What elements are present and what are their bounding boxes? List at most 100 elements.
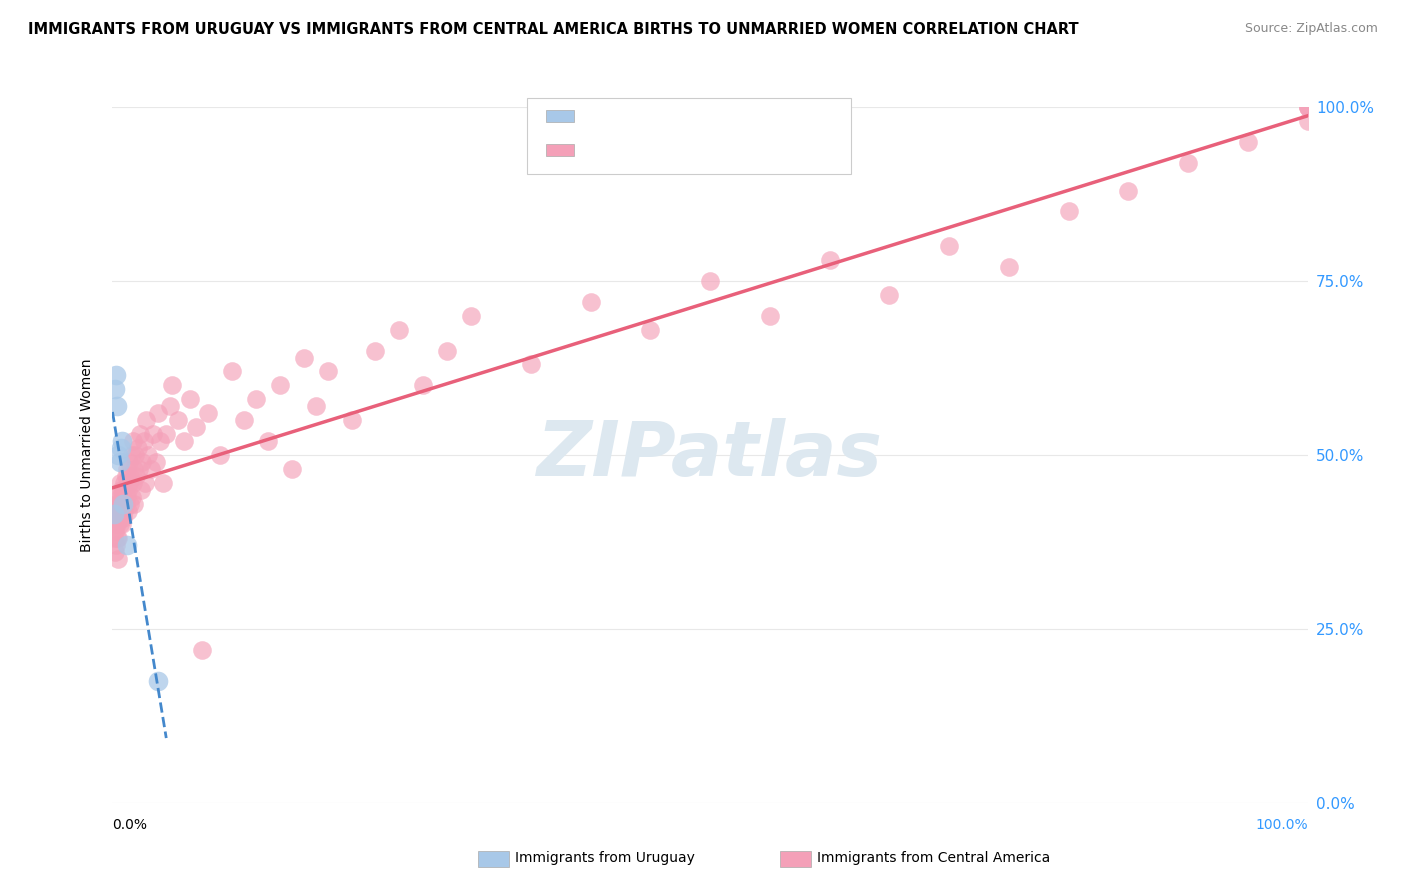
Point: [111, 490, 134, 504]
Point: [118, 475, 141, 490]
Point: [132, 434, 155, 448]
Point: [105, 503, 128, 517]
Point: [112, 483, 135, 497]
Point: [107, 552, 129, 566]
Point: [104, 382, 127, 396]
Point: [115, 462, 138, 476]
Point: [117, 503, 139, 517]
Text: N =: N =: [672, 141, 709, 159]
Point: [121, 448, 143, 462]
Point: [1296, 100, 1319, 114]
Point: [221, 364, 243, 378]
Point: [120, 497, 142, 511]
Point: [107, 448, 129, 462]
Point: [105, 517, 128, 532]
Point: [120, 468, 142, 483]
Point: [108, 517, 131, 532]
Point: [152, 475, 174, 490]
Point: [1237, 135, 1260, 149]
Point: [159, 399, 181, 413]
Point: [107, 497, 129, 511]
Text: 100.0%: 100.0%: [1256, 818, 1308, 832]
Point: [105, 497, 128, 511]
Point: [108, 455, 131, 469]
Point: [127, 441, 149, 455]
Point: [579, 294, 602, 309]
Text: R =: R =: [581, 107, 617, 125]
Point: [110, 510, 132, 524]
Text: N =: N =: [672, 107, 709, 125]
Point: [1296, 100, 1319, 114]
Point: [105, 532, 128, 546]
Point: [111, 517, 134, 532]
Point: [115, 538, 138, 552]
Point: [304, 399, 326, 413]
Point: [105, 399, 128, 413]
Point: [131, 455, 153, 469]
Point: [1296, 100, 1319, 114]
Point: [110, 441, 132, 455]
Point: [197, 406, 219, 420]
Point: [388, 323, 411, 337]
Text: Immigrants from Uruguay: Immigrants from Uruguay: [515, 851, 695, 865]
Point: [186, 420, 208, 434]
Point: [167, 413, 190, 427]
Point: [114, 503, 135, 517]
Point: [118, 455, 141, 469]
Point: [108, 490, 131, 504]
Point: [139, 462, 162, 476]
Point: [105, 490, 128, 504]
Point: [111, 503, 134, 517]
Text: 108: 108: [706, 141, 741, 159]
Point: [520, 358, 543, 372]
Point: [145, 455, 167, 469]
Point: [124, 448, 146, 462]
Point: [105, 510, 128, 524]
Point: [412, 378, 434, 392]
Point: [112, 510, 135, 524]
Point: [257, 434, 280, 448]
Point: [108, 475, 131, 490]
Point: [110, 497, 132, 511]
Point: [208, 448, 231, 462]
Point: [759, 309, 782, 323]
Point: [103, 510, 125, 524]
Point: [232, 413, 256, 427]
Point: [138, 448, 160, 462]
Point: [998, 260, 1021, 274]
Text: Source: ZipAtlas.com: Source: ZipAtlas.com: [1244, 22, 1378, 36]
Point: [638, 323, 662, 337]
Point: [155, 427, 177, 442]
Point: [129, 483, 152, 497]
Point: [173, 434, 195, 448]
Point: [121, 475, 143, 490]
Text: IMMIGRANTS FROM URUGUAY VS IMMIGRANTS FROM CENTRAL AMERICA BIRTHS TO UNMARRIED W: IMMIGRANTS FROM URUGUAY VS IMMIGRANTS FR…: [28, 22, 1078, 37]
Point: [1116, 184, 1139, 198]
Point: [112, 497, 135, 511]
Y-axis label: Births to Unmarried Women: Births to Unmarried Women: [80, 359, 94, 551]
Point: [117, 483, 139, 497]
Point: [114, 475, 135, 490]
Point: [111, 434, 134, 448]
Point: [436, 343, 458, 358]
Point: [316, 364, 339, 378]
Point: [364, 343, 387, 358]
Point: [122, 497, 145, 511]
Point: [245, 392, 267, 407]
Point: [292, 351, 315, 365]
Point: [340, 413, 363, 427]
Point: [1177, 155, 1199, 169]
Point: [146, 674, 169, 689]
Point: [107, 510, 129, 524]
Point: [269, 378, 291, 392]
Point: [128, 462, 150, 476]
Point: [121, 490, 143, 504]
Point: [125, 468, 148, 483]
Point: [818, 253, 841, 268]
Point: [121, 434, 143, 448]
Point: [107, 532, 129, 546]
Point: [112, 497, 135, 511]
Point: [129, 427, 152, 442]
Text: ZIPatlas: ZIPatlas: [537, 418, 883, 491]
Point: [103, 507, 125, 521]
